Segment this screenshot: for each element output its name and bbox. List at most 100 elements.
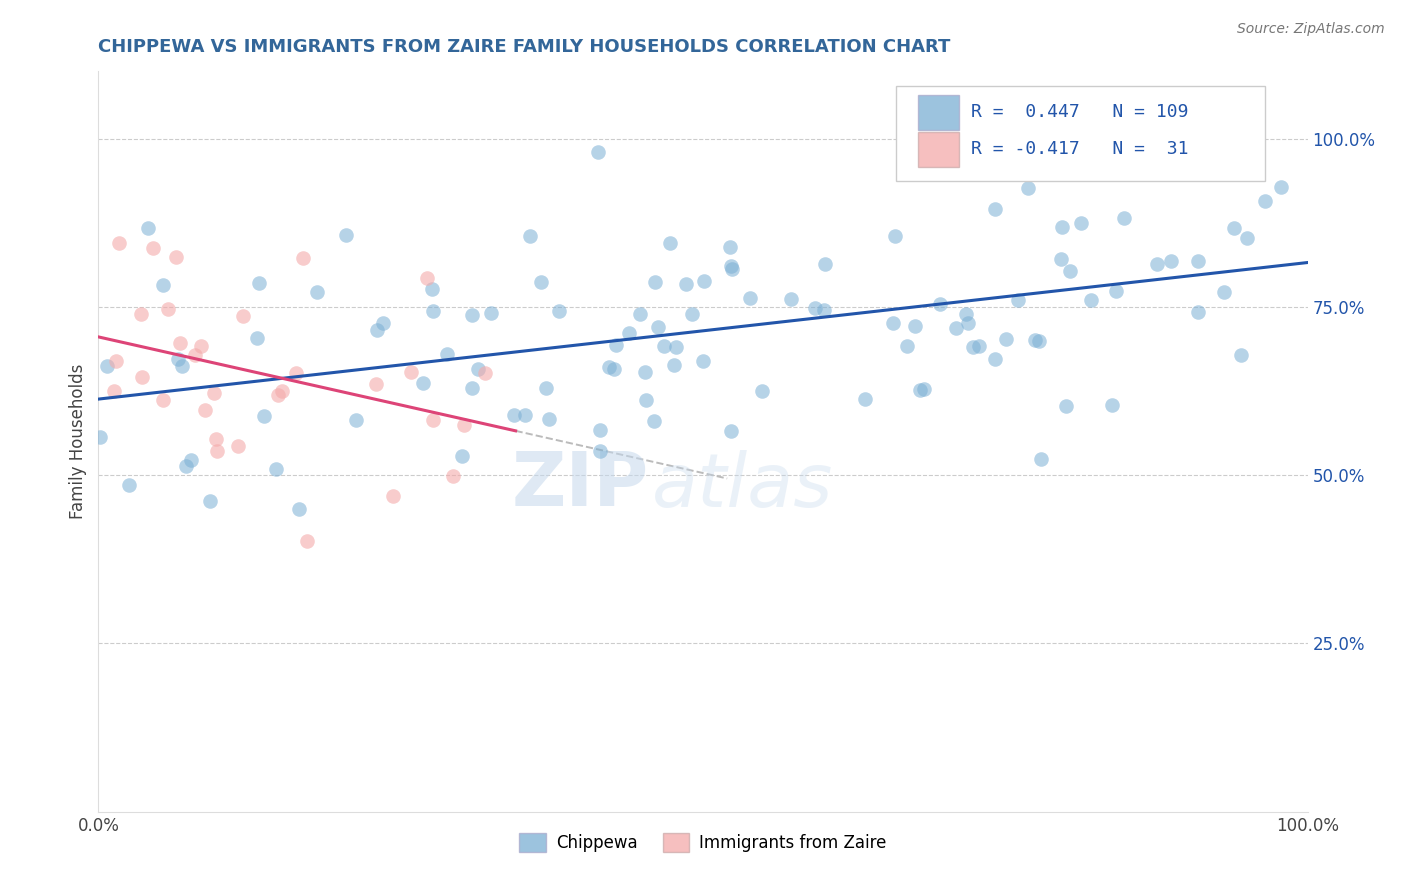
Point — [1070, 216, 1092, 230]
Point — [169, 336, 191, 351]
Point — [658, 236, 681, 251]
Text: R = -0.417   N =  31: R = -0.417 N = 31 — [972, 140, 1189, 158]
Point — [738, 291, 761, 305]
Point — [399, 365, 422, 379]
Point — [335, 228, 357, 243]
Point — [589, 423, 612, 437]
Point — [1223, 221, 1246, 235]
Point — [603, 362, 626, 376]
Point — [957, 316, 980, 330]
Point — [628, 307, 651, 321]
Point — [479, 306, 502, 320]
Point — [190, 339, 212, 353]
Text: Source: ZipAtlas.com: Source: ZipAtlas.com — [1237, 22, 1385, 37]
Point — [720, 259, 742, 273]
Point — [536, 381, 558, 395]
Point — [693, 274, 716, 288]
Point — [586, 145, 609, 160]
Point — [474, 367, 496, 381]
FancyBboxPatch shape — [897, 87, 1265, 181]
Point — [253, 409, 276, 424]
Point — [174, 458, 197, 473]
Point — [436, 347, 458, 361]
Point — [1243, 156, 1265, 170]
Point — [172, 359, 194, 373]
Point — [461, 308, 484, 322]
Point — [346, 413, 368, 427]
Point — [180, 453, 202, 467]
Y-axis label: Family Households: Family Households — [69, 364, 87, 519]
Point — [142, 242, 165, 256]
Point — [1105, 285, 1128, 299]
Point — [882, 316, 904, 330]
Point — [131, 370, 153, 384]
Point — [983, 351, 1005, 366]
Point — [589, 444, 612, 458]
Point — [644, 275, 666, 289]
Point — [89, 430, 111, 444]
Point — [912, 382, 935, 396]
Point — [1114, 211, 1136, 226]
Point — [1187, 254, 1209, 268]
Point — [226, 439, 249, 453]
Point — [156, 302, 179, 317]
Point — [662, 358, 685, 372]
Point — [855, 392, 877, 407]
Point — [1230, 348, 1253, 362]
Point — [205, 433, 228, 447]
Point — [502, 408, 524, 422]
Point — [167, 351, 190, 366]
Point — [96, 359, 118, 374]
Text: CHIPPEWA VS IMMIGRANTS FROM ZAIRE FAMILY HOUSEHOLDS CORRELATION CHART: CHIPPEWA VS IMMIGRANTS FROM ZAIRE FAMILY… — [98, 38, 950, 56]
Point — [929, 296, 952, 310]
Point — [617, 326, 640, 340]
Point — [721, 262, 744, 277]
Point — [129, 307, 152, 321]
Point — [1017, 181, 1039, 195]
Point — [305, 285, 328, 299]
Point — [1236, 230, 1258, 244]
Point — [103, 384, 125, 398]
Point — [643, 414, 665, 428]
Text: R =  0.447   N = 109: R = 0.447 N = 109 — [972, 103, 1189, 121]
Point — [205, 444, 228, 458]
Text: ZIP: ZIP — [512, 450, 648, 523]
Point — [1254, 194, 1277, 209]
Point — [1146, 257, 1168, 271]
Point — [779, 292, 801, 306]
Point — [366, 377, 388, 392]
Legend: Chippewa, Immigrants from Zaire: Chippewa, Immigrants from Zaire — [513, 826, 893, 859]
Point — [420, 282, 443, 296]
Point — [548, 304, 571, 318]
Point — [422, 413, 444, 427]
Point — [994, 332, 1017, 346]
Point — [605, 338, 627, 352]
Point — [450, 449, 472, 463]
Point — [647, 320, 669, 334]
Point — [270, 384, 292, 398]
Point — [634, 365, 657, 379]
Point — [366, 323, 388, 337]
Point — [665, 340, 688, 354]
Point — [804, 301, 827, 315]
Point — [108, 236, 131, 251]
Point — [884, 229, 907, 244]
Point — [1101, 398, 1123, 412]
Point — [422, 304, 444, 318]
Point — [530, 275, 553, 289]
Point — [1059, 264, 1081, 278]
Point — [1187, 305, 1209, 319]
Point — [1007, 293, 1029, 307]
Point — [681, 307, 703, 321]
Point — [675, 277, 697, 292]
Point — [381, 489, 404, 503]
Point — [1054, 399, 1077, 413]
Point — [412, 376, 434, 391]
Point — [945, 321, 967, 335]
Point — [232, 310, 254, 324]
Point — [165, 250, 187, 264]
FancyBboxPatch shape — [918, 95, 959, 129]
Point — [1028, 334, 1050, 348]
Point — [461, 381, 484, 395]
Point — [1213, 285, 1236, 299]
